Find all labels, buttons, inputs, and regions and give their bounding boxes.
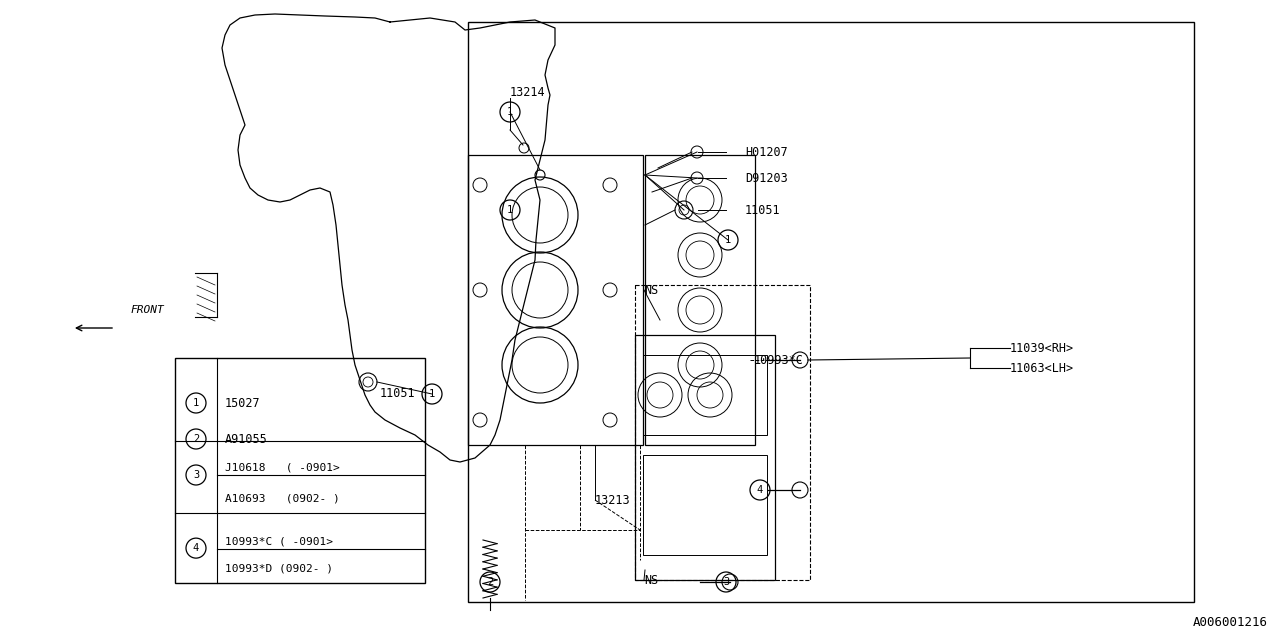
Bar — [645, 155, 755, 445]
Text: 2: 2 — [486, 577, 493, 587]
Text: FRONT: FRONT — [131, 305, 164, 315]
Bar — [175, 358, 425, 583]
Text: NS: NS — [644, 573, 658, 586]
Text: 11039<RH>: 11039<RH> — [1010, 342, 1074, 355]
Text: 1: 1 — [193, 398, 200, 408]
Text: 3: 3 — [193, 470, 200, 480]
Text: 10993*C ( -0901>: 10993*C ( -0901> — [225, 536, 333, 547]
Text: J10618   ( -0901>: J10618 ( -0901> — [225, 462, 339, 472]
Text: 4: 4 — [756, 485, 763, 495]
Bar — [643, 455, 767, 555]
Text: A10693   (0902- ): A10693 (0902- ) — [225, 493, 339, 504]
Text: A006001216: A006001216 — [1193, 616, 1268, 628]
Text: 13214: 13214 — [509, 86, 545, 99]
Text: 13213: 13213 — [595, 493, 631, 506]
Text: 10993*C: 10993*C — [754, 353, 804, 367]
Text: A91055: A91055 — [225, 433, 268, 445]
Text: 11051: 11051 — [745, 204, 781, 216]
Text: D91203: D91203 — [745, 172, 787, 184]
Text: 3: 3 — [723, 577, 730, 587]
Text: 1: 1 — [724, 235, 731, 245]
Text: NS: NS — [644, 284, 658, 296]
Text: 1: 1 — [507, 107, 513, 117]
Text: 1: 1 — [507, 205, 513, 215]
Text: 15027: 15027 — [225, 397, 261, 410]
Text: 1: 1 — [429, 389, 435, 399]
Bar — [635, 285, 810, 580]
Text: H01207: H01207 — [745, 145, 787, 159]
Text: 2: 2 — [193, 434, 200, 444]
Bar — [468, 155, 643, 445]
Bar — [635, 335, 774, 580]
Bar — [643, 355, 767, 435]
Bar — [468, 22, 1194, 602]
Text: 11063<LH>: 11063<LH> — [1010, 362, 1074, 374]
Text: 4: 4 — [193, 543, 200, 553]
Text: 10993*D (0902- ): 10993*D (0902- ) — [225, 563, 333, 573]
Text: 11051: 11051 — [380, 387, 416, 399]
